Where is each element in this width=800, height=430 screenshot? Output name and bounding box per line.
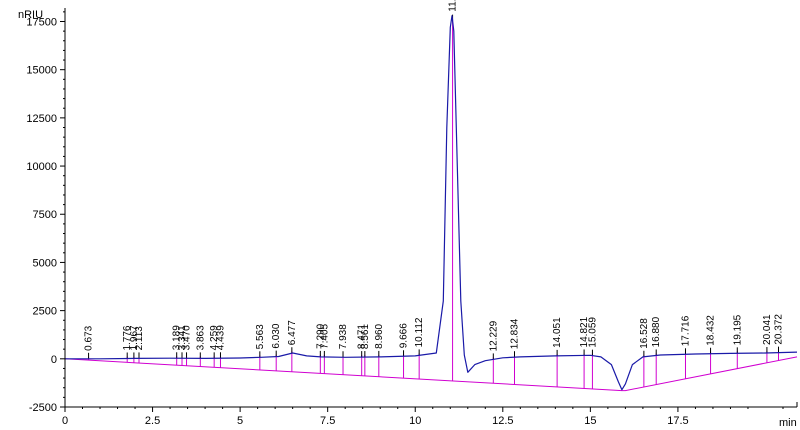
peak-label: 19.195 xyxy=(732,314,743,345)
peak-drop-lines xyxy=(88,14,780,389)
peak-label: 7.405 xyxy=(319,323,330,348)
peak-label: 6.477 xyxy=(287,320,298,345)
x-tick-label: 17.5 xyxy=(667,415,688,427)
peak-label: 1.967 xyxy=(129,325,140,350)
peak-label: 0.673 xyxy=(84,325,95,350)
peak-label: 7.938 xyxy=(338,324,349,349)
y-tick-label: -2500 xyxy=(29,402,57,414)
peak-label: 9.666 xyxy=(399,323,410,348)
peak-label: 11.066 xyxy=(448,0,459,12)
y-tick-label: 0 xyxy=(51,354,57,366)
y-tick-label: 17500 xyxy=(26,16,57,28)
peak-label: 8.471 xyxy=(357,324,368,349)
peak-label: 14.821 xyxy=(579,316,590,347)
x-axis-title: min xyxy=(779,417,797,429)
peak-label: 2.113 xyxy=(134,326,145,351)
y-tick-label: 10000 xyxy=(26,161,57,173)
peak-label: 8.561 xyxy=(360,324,371,349)
peak-label: 3.189 xyxy=(172,325,183,350)
signal-layer xyxy=(65,15,798,391)
peak-label: 1.776 xyxy=(122,325,133,350)
y-tick-label: 15000 xyxy=(26,65,57,77)
y-axis-title: nRIU xyxy=(18,9,43,21)
x-tick-label: 12.5 xyxy=(492,415,513,427)
peak-label: 6.030 xyxy=(271,323,282,348)
peak-label: 16.528 xyxy=(639,318,650,349)
axes: -2500 0 2500 5000 7500 10000 12500 15000 17500 0 2… xyxy=(26,8,798,427)
y-tick-label: 2500 xyxy=(33,306,57,318)
integration-baseline xyxy=(64,356,798,392)
peak-label: 18.432 xyxy=(706,315,717,346)
peak-label: 7.290 xyxy=(315,323,326,348)
peak-label: 20.041 xyxy=(762,314,773,345)
peak-label: 3.863 xyxy=(195,325,206,350)
detector-signal xyxy=(65,15,798,391)
peak-label: 3.341 xyxy=(177,325,188,350)
x-tick-label: 2.5 xyxy=(145,415,160,427)
peak-label: 15.059 xyxy=(587,317,598,348)
baseline-layer xyxy=(64,356,798,392)
x-tick-label: 7.5 xyxy=(320,415,335,427)
y-tick-label: 5000 xyxy=(33,257,57,269)
peak-label: 4.259 xyxy=(209,325,220,350)
peak-label: 5.563 xyxy=(255,324,266,349)
peak-label: 4.439 xyxy=(215,325,226,350)
peak-label: 10.112 xyxy=(414,317,425,347)
peak-label: 8.960 xyxy=(374,323,385,348)
peak-label: 12.229 xyxy=(488,320,499,351)
y-tick-label: 7500 xyxy=(33,209,57,221)
peak-label: 16.880 xyxy=(651,316,662,347)
x-tick-label: 5 xyxy=(237,415,243,427)
peak-label: 3.470 xyxy=(182,325,193,350)
peak-label: 12.834 xyxy=(509,318,520,349)
peak-label: 20.372 xyxy=(774,314,785,345)
x-tick-label: 10 xyxy=(409,415,421,427)
x-tick-label: 15 xyxy=(584,415,596,427)
peak-label: 17.716 xyxy=(680,315,691,346)
x-tick-label: 0 xyxy=(62,415,68,427)
y-tick-label: 12500 xyxy=(26,113,57,125)
peak-label: 14.051 xyxy=(552,317,563,348)
